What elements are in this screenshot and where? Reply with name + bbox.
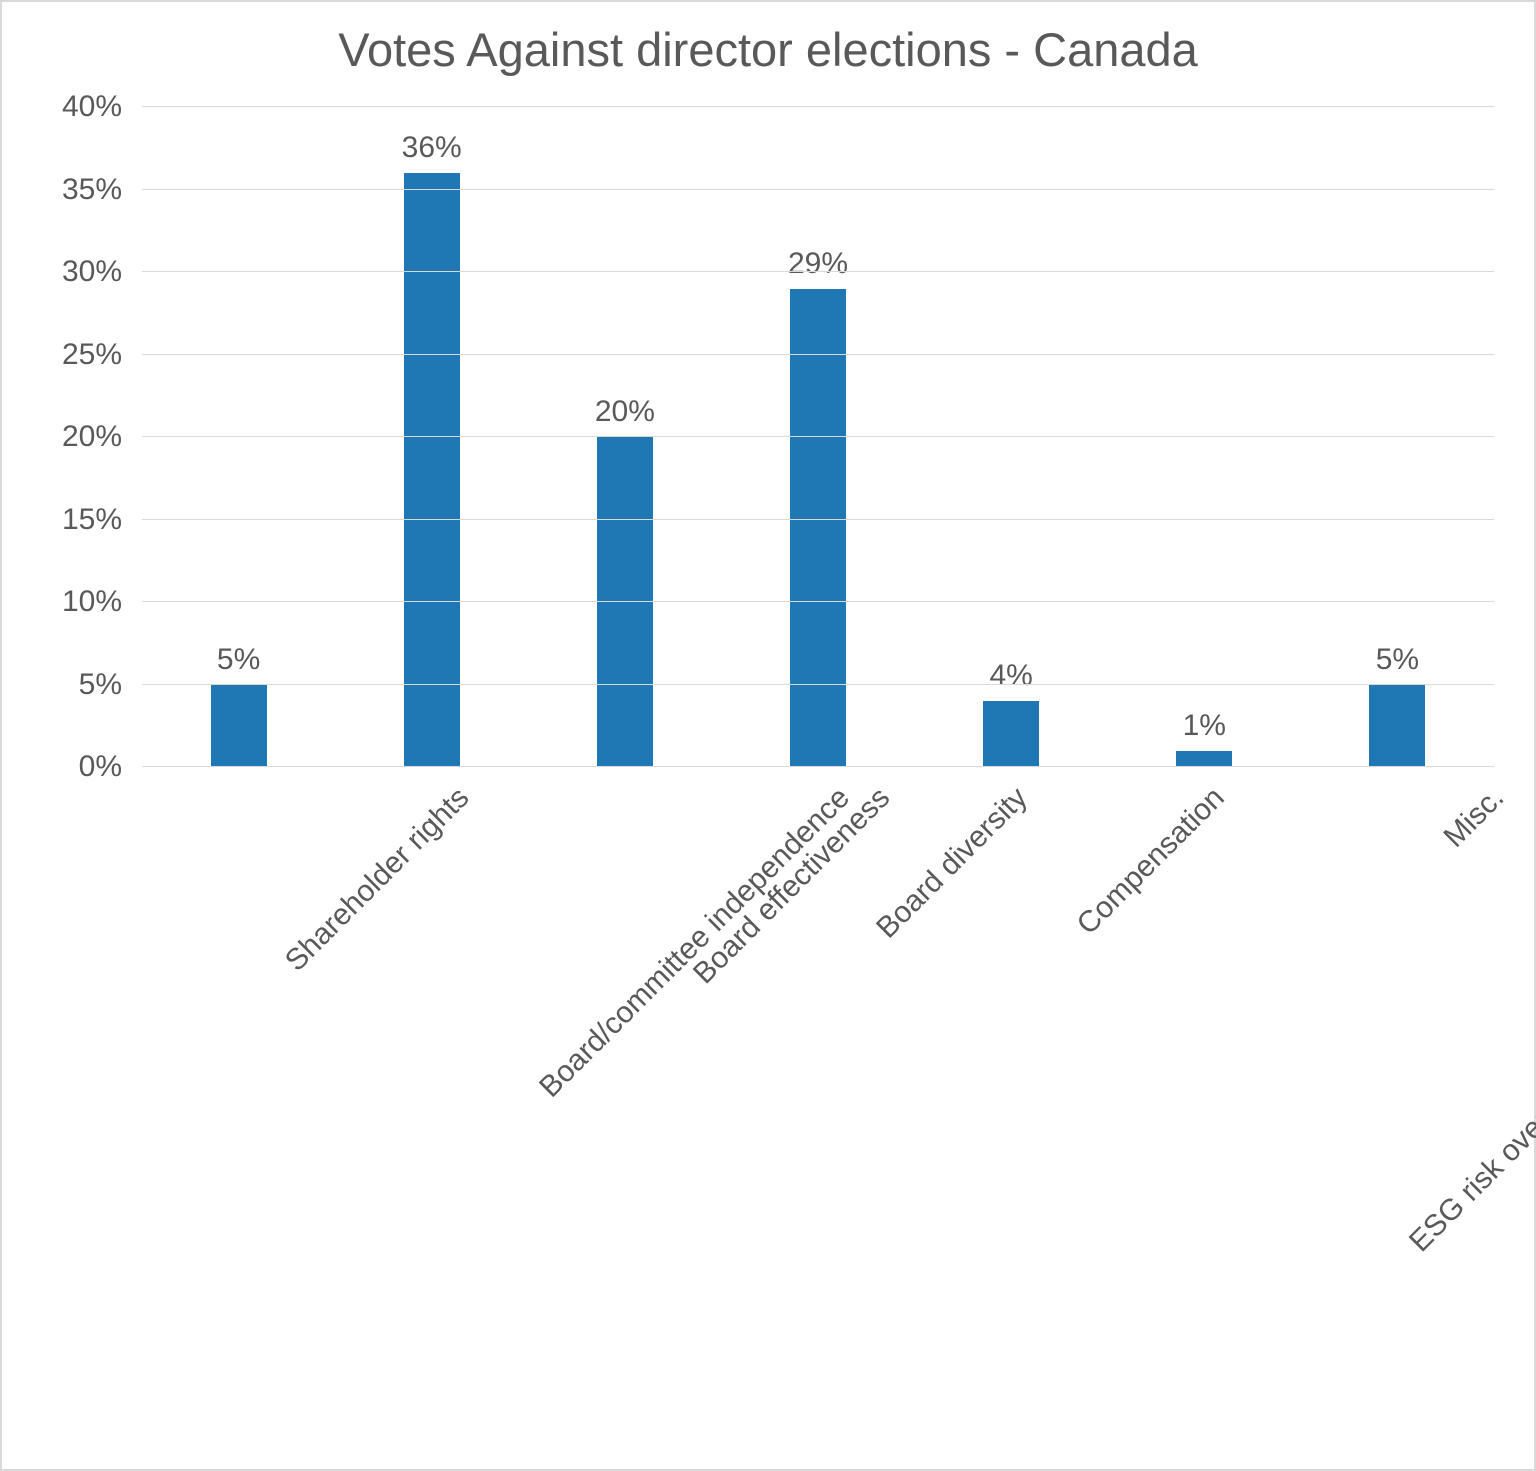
bar-value-label: 36% [402,131,462,165]
y-axis-tick-label: 15% [62,503,122,537]
bar-slot: 36% [335,107,528,767]
gridline [142,106,1494,107]
plot-region: 5%36%20%29%4%1%5% 0%5%10%15%20%25%30%35%… [32,107,1504,767]
y-axis-tick-label: 5% [79,668,122,702]
gridline [142,354,1494,355]
y-axis-tick-label: 0% [79,750,122,784]
x-axis-label: Board effectiveness [687,781,897,991]
bar-slot: 5% [1301,107,1494,767]
y-axis-tick-label: 30% [62,255,122,289]
gridline [142,601,1494,602]
x-axis-label: Shareholder rights [279,781,476,978]
bar-slot: 20% [528,107,721,767]
gridline [142,519,1494,520]
bar-slot: 29% [721,107,914,767]
bar-slot: 1% [1108,107,1301,767]
bar-value-label: 29% [788,247,848,281]
bar: 5% [211,685,267,768]
gridline [142,766,1494,767]
bar-value-label: 5% [1376,643,1419,677]
y-axis-tick-label: 20% [62,420,122,454]
chart-container: Votes Against director elections - Canad… [0,0,1536,1471]
y-axis-tick-label: 25% [62,338,122,372]
x-axis-label: Board/committee independence [533,781,857,1105]
gridline [142,684,1494,685]
plot-area: 5% 36% 20% 29% 4% 1% 5% [142,107,1494,767]
x-axis-label: Misc. [1438,781,1512,855]
bar: 4% [983,701,1039,767]
chart-title: Votes Against director elections - Canad… [32,22,1504,77]
bar: 20% [597,437,653,767]
bar: 29% [790,289,846,768]
y-axis-tick-label: 35% [62,173,122,207]
bar-value-label: 20% [595,395,655,429]
bar-value-label: 5% [217,643,260,677]
bars-wrap: 5% 36% 20% 29% 4% 1% 5% [142,107,1494,767]
gridline [142,189,1494,190]
bar-slot: 4% [915,107,1108,767]
bar-slot: 5% [142,107,335,767]
gridline [142,436,1494,437]
y-axis-tick-label: 10% [62,585,122,619]
y-axis-tick-label: 40% [62,90,122,124]
bar: 1% [1176,751,1232,768]
bar: 5% [1369,685,1425,768]
x-axis-label: ESG risk oversight, management and discl… [1403,781,1536,1259]
bar-value-label: 1% [1183,709,1226,743]
bar: 36% [404,173,460,767]
x-axis-label: Compensation [1070,781,1231,942]
gridline [142,271,1494,272]
bar-value-label: 4% [989,659,1032,693]
